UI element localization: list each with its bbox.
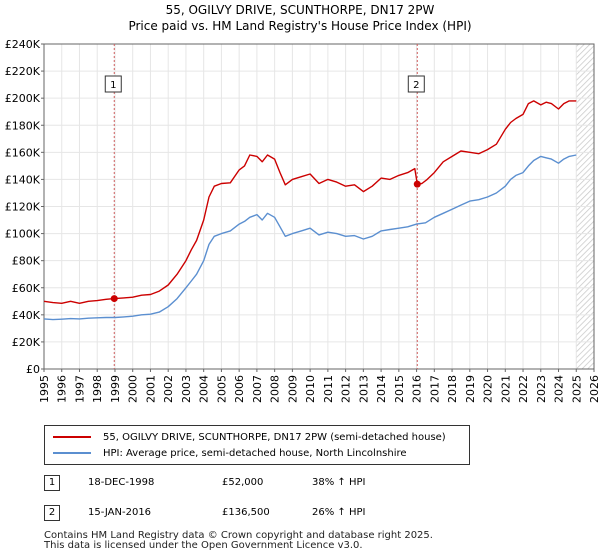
chart-subtitle: Price paid vs. HM Land Registry's House … [128,19,472,33]
legend-swatch-property [53,436,91,438]
x-tick-label: 2008 [269,375,282,403]
y-tick-label: £240K [5,38,41,51]
sale-price: £136,500 [222,507,270,518]
chart-title-block: 55, OGILVY DRIVE, SCUNTHORPE, DN17 2PW P… [0,2,600,34]
legend-swatch-hpi [53,452,91,454]
x-tick-label: 2018 [446,375,459,403]
legend-item-property: 55, OGILVY DRIVE, SCUNTHORPE, DN17 2PW (… [53,430,446,444]
y-tick-label: £180K [5,119,41,132]
footer-copyright: Contains HM Land Registry data © Crown c… [44,530,433,541]
x-tick-label: 2002 [162,375,175,403]
x-tick-label: 2021 [499,375,512,403]
sale-point [413,180,421,188]
x-tick-label: 1998 [91,375,104,403]
chart-legend: 55, OGILVY DRIVE, SCUNTHORPE, DN17 2PW (… [44,425,470,465]
x-tick-label: 2020 [482,375,495,403]
sale-row: 2 15-JAN-2016 £136,500 26% ↑ HPI [44,505,564,523]
property-series-line [43,100,577,304]
x-tick-label: 2007 [251,375,264,403]
x-tick-label: 2013 [357,375,370,403]
y-tick-label: £0 [26,363,40,376]
x-tick-label: 2004 [198,375,211,403]
y-tick-label: £80K [12,255,41,268]
y-tick-label: £40K [12,309,41,322]
y-tick-label: £200K [5,92,41,105]
x-tick-label: 2006 [233,375,246,403]
sale-hpi-change: 38% ↑ HPI [312,477,366,488]
sale-label-box [407,75,425,93]
x-tick-label: 2017 [428,375,441,403]
hpi-series-line [43,154,577,321]
x-tick-label: 2011 [322,375,335,403]
legend-label-hpi: HPI: Average price, semi-detached house,… [103,447,407,459]
x-tick-label: 2000 [127,375,140,403]
x-tick-label: 1999 [109,375,122,403]
footer-licence: This data is licensed under the Open Gov… [44,540,363,551]
legend-label-property: 55, OGILVY DRIVE, SCUNTHORPE, DN17 2PW (… [103,431,446,443]
sale-label-text: 2 [413,80,419,91]
sale-hpi-change: 26% ↑ HPI [312,507,366,518]
y-tick-label: £120K [5,201,41,214]
sale-point [110,295,118,303]
sale-number-badge: 1 [44,475,60,491]
y-tick-label: £160K [5,146,41,159]
legend-item-hpi: HPI: Average price, semi-detached house,… [53,446,407,460]
x-tick-label: 2001 [144,375,157,403]
y-tick-label: £20K [12,336,41,349]
x-tick-label: 2019 [464,375,477,403]
sale-number-badge: 2 [44,505,60,521]
y-tick-label: £100K [5,228,41,241]
x-tick-label: 2012 [340,375,353,403]
price-chart: £0 £20K £40K £60K £80K £100K £120K £140K £160K £1… [5,38,600,403]
x-tick-label: 2005 [215,375,228,403]
sale-date: 18-DEC-1998 [88,477,155,488]
x-tick-label: 2010 [304,375,317,403]
y-tick-label: £60K [12,282,41,295]
sale-label-text: 1 [110,80,116,91]
chart-title: 55, OGILVY DRIVE, SCUNTHORPE, DN17 2PW [165,3,435,17]
x-tick-label: 2016 [411,375,424,403]
x-tick-label: 2023 [535,375,548,403]
sale-price: £52,000 [222,477,264,488]
y-tick-label: £220K [5,65,41,78]
x-tick-label: 2009 [286,375,299,403]
x-tick-label: 2003 [180,375,193,403]
x-tick-label: 2014 [375,375,388,403]
y-tick-label: £140K [5,173,41,186]
x-tick-label: 1996 [56,375,69,403]
x-tick-label: 2026 [588,375,600,403]
footer: Contains HM Land Registry data © Crown c… [44,531,433,551]
x-tick-label: 2025 [570,375,583,403]
x-tick-label: 2024 [553,375,566,403]
sale-date: 15-JAN-2016 [88,507,152,518]
sale-row: 1 18-DEC-1998 £52,000 38% ↑ HPI [44,475,564,493]
x-tick-label: 2015 [393,375,406,403]
x-tick-label: 1995 [38,375,51,403]
sale-label-box [104,75,122,93]
x-tick-label: 1997 [73,375,86,403]
x-tick-label: 2022 [517,375,530,403]
